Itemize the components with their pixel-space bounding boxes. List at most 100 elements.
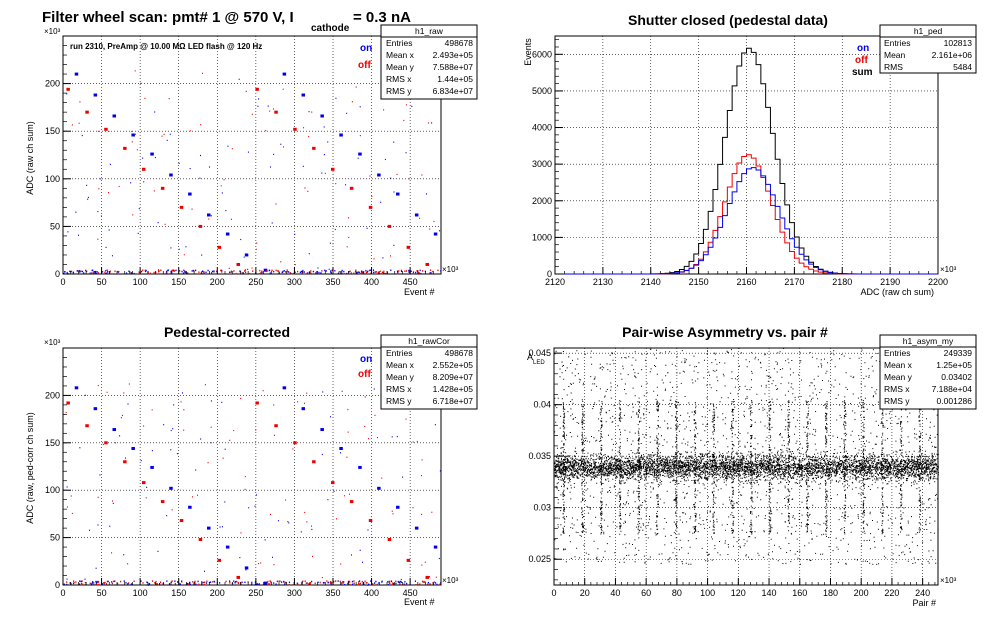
data-point-baseline [266, 270, 268, 273]
data-point-baseline [72, 582, 75, 585]
stats-value: 1.25e+05 [936, 360, 972, 370]
data-point-transient [344, 495, 346, 497]
data-point-baseline [89, 582, 91, 585]
grid [63, 36, 441, 274]
y-tick-label: 50 [50, 533, 60, 543]
data-point-baseline [330, 271, 332, 273]
x-tick-label: 400 [364, 588, 379, 598]
data-point-baseline [133, 272, 135, 275]
data-point-baseline [103, 582, 105, 584]
asymmetry-spike [656, 400, 659, 535]
stats-label: RMS y [386, 86, 412, 96]
data-point-baseline [109, 270, 111, 273]
stats-value: 6.718e+07 [433, 396, 474, 406]
data-point-transient [311, 111, 313, 113]
data-point-baseline [79, 271, 81, 273]
y-axis-label: ADC (raw ch sum) [25, 121, 35, 195]
data-point-baseline [258, 582, 260, 585]
data-point-baseline [156, 583, 158, 585]
data-point-transient [227, 145, 229, 147]
data-point-transient [157, 550, 159, 552]
x-tick-label: 250 [248, 588, 263, 598]
run-annotation: run 2310, PreAmp @ 10.00 MΩ LED flash @ … [70, 42, 262, 51]
asymmetry-spike [806, 401, 809, 533]
data-point-transient [435, 576, 437, 578]
data-point-on [414, 526, 419, 530]
data-point-baseline [229, 271, 231, 273]
data-point-baseline [97, 581, 100, 583]
data-point-transient [209, 166, 211, 168]
stats-name: h1_raw [415, 26, 444, 36]
data-point-baseline [374, 271, 376, 273]
data-point-baseline [198, 271, 200, 273]
data-point-baseline [281, 581, 283, 583]
stats-box: h1_asym_my Entries 249339 Mean x 1.25e+0… [879, 334, 977, 410]
data-point-baseline [131, 583, 133, 585]
data-point-off [387, 224, 392, 228]
data-point-baseline [324, 269, 326, 272]
data-point-baseline [173, 270, 176, 272]
data-point-transient [271, 222, 273, 224]
data-point-baseline [374, 582, 376, 584]
data-point-baseline [192, 581, 194, 583]
data-point-transient [109, 163, 111, 166]
data-point-baseline [271, 269, 273, 272]
data-point-baseline [309, 582, 312, 584]
data-point-baseline [415, 583, 417, 586]
data-point-baseline [404, 581, 406, 583]
axes: 2120 2130 2140 2150 2160 2170 2180 2190 2200 0 100… [532, 39, 948, 287]
data-point-baseline [189, 583, 191, 586]
data-point-baseline [369, 272, 372, 275]
data-point-baseline [184, 271, 187, 273]
y-tick-label: 0.025 [528, 554, 551, 564]
data-point-baseline [372, 269, 375, 271]
data-point-baseline [125, 582, 127, 584]
y-axis-label-subscript: LED [533, 360, 545, 366]
data-point-baseline [286, 270, 288, 273]
data-point-baseline [288, 581, 291, 584]
data-point-transient [224, 501, 226, 503]
data-point-transient [275, 203, 277, 205]
x-tick-label: 20 [580, 588, 590, 598]
data-point-baseline [286, 269, 288, 271]
data-point-on [320, 428, 324, 432]
stats-value: 1.428e+05 [433, 384, 474, 394]
data-point-transient [329, 416, 331, 418]
data-point-transient [199, 177, 201, 179]
y-exponent: ×10³ [44, 338, 61, 347]
data-point-baseline [251, 583, 253, 585]
data-point-transient [121, 414, 123, 417]
x-tick-label: 200 [210, 277, 225, 287]
data-point-off [349, 500, 354, 504]
data-point-baseline [83, 272, 85, 274]
y-tick-label: 0.035 [528, 451, 551, 461]
data-point-transient [328, 268, 330, 270]
data-point-baseline [408, 269, 410, 272]
data-point-baseline [326, 580, 328, 582]
data-point-transient [86, 184, 88, 186]
data-point-transient [364, 425, 366, 428]
data-point-baseline [331, 269, 333, 271]
data-point-baseline [388, 581, 390, 584]
data-point-transient [362, 561, 364, 563]
data-point-on [301, 93, 306, 97]
data-point-on [169, 486, 173, 490]
x-tick-label: 0 [60, 277, 65, 287]
data-point-baseline [423, 581, 425, 583]
data-point-transient [204, 384, 206, 386]
data-point-transient [84, 578, 86, 580]
data-point-baseline [92, 581, 94, 583]
data-point-baseline [284, 583, 286, 585]
data-point-transient [321, 453, 323, 456]
x-tick-label: 2200 [928, 277, 948, 287]
y-tick-label: 2000 [532, 196, 552, 206]
data-point-transient [127, 403, 129, 405]
data-point-transient [267, 105, 269, 107]
data-point-baseline [211, 271, 213, 274]
data-point-baseline [337, 272, 340, 275]
data-point-transient [183, 254, 185, 256]
data-point-baseline [203, 271, 205, 273]
data-point-baseline [300, 270, 303, 273]
data-point-baseline [187, 583, 189, 585]
